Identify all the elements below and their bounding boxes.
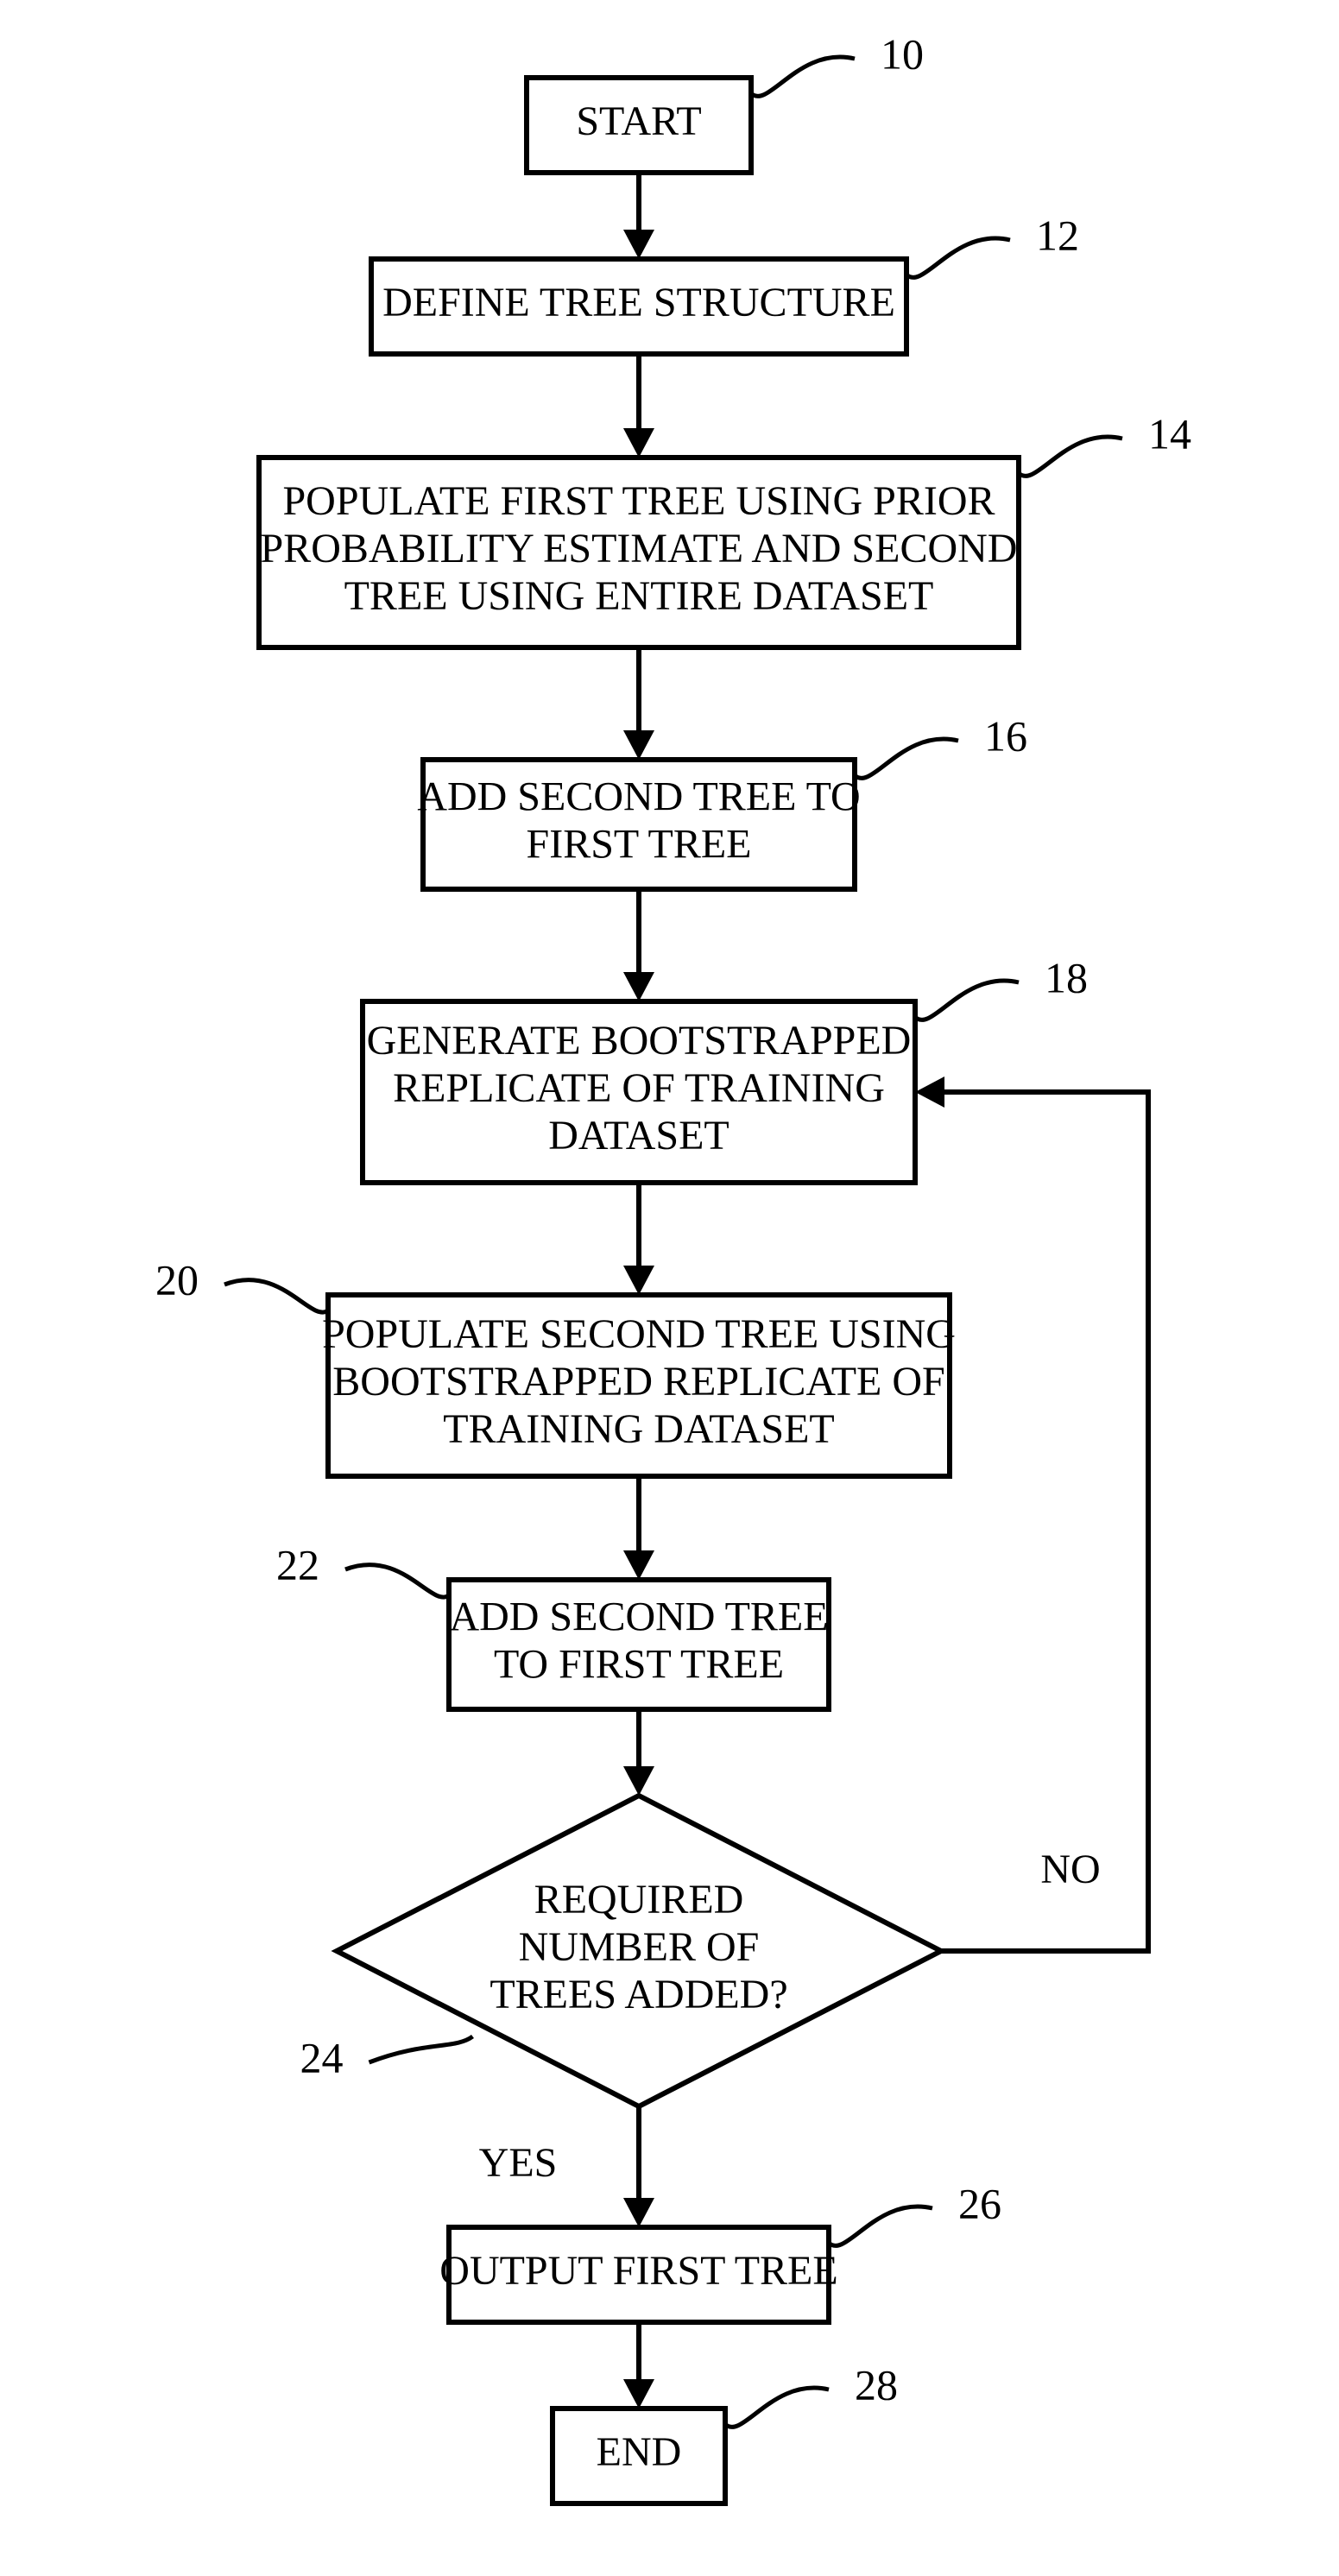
node-text: OUTPUT FIRST TREE [439,2248,837,2294]
flow-node-add2: ADD SECOND TREETO FIRST TREE [449,1580,829,1709]
node-text: DATASET [548,1113,729,1159]
flow-node-end: END [553,2409,725,2503]
node-text: REQUIRED [534,1877,744,1923]
ref-number: 16 [984,711,1027,760]
ref-number: 28 [855,2360,898,2409]
ref-number: 18 [1045,953,1088,1001]
node-text: PROBABILITY ESTIMATE AND SECOND [261,526,1018,571]
flow-node-genboot: GENERATE BOOTSTRAPPEDREPLICATE OF TRAINI… [363,1001,915,1183]
node-text: REPLICATE OF TRAINING [393,1065,885,1111]
edge-label: YES [479,2140,558,2186]
flow-node-popfirst: POPULATE FIRST TREE USING PRIORPROBABILI… [259,458,1019,647]
node-text: TO FIRST TREE [494,1642,784,1688]
ref-number: 14 [1148,409,1191,458]
node-text: TREE USING ENTIRE DATASET [344,573,934,619]
ref-number: 26 [958,2179,1001,2227]
ref-number: 24 [300,2033,344,2081]
node-text: POPULATE SECOND TREE USING [322,1311,956,1357]
flow-node-popsec: POPULATE SECOND TREE USINGBOOTSTRAPPED R… [322,1295,956,1476]
flow-node-add1: ADD SECOND TREE TOFIRST TREE [417,760,860,889]
ref-number: 20 [155,1255,199,1304]
edge-label: NO [1040,1847,1100,1892]
flow-node-decide: REQUIREDNUMBER OFTREES ADDED? [337,1796,941,2106]
node-text: END [597,2429,682,2475]
node-text: TREES ADDED? [489,1972,787,2017]
node-text: START [576,98,701,144]
node-text: ADD SECOND TREE [449,1594,828,1639]
flow-node-output: OUTPUT FIRST TREE [439,2227,837,2322]
ref-number: 22 [276,1540,319,1588]
node-text: ADD SECOND TREE TO [417,773,860,819]
node-text: POPULATE FIRST TREE USING PRIOR [282,478,995,524]
node-text: FIRST TREE [527,822,752,868]
node-text: TRAINING DATASET [443,1406,834,1452]
node-text: DEFINE TREE STRUCTURE [382,280,895,325]
ref-number: 12 [1036,211,1079,259]
node-text: BOOTSTRAPPED REPLICATE OF [332,1359,944,1405]
node-text: GENERATE BOOTSTRAPPED [367,1018,912,1064]
flow-node-define: DEFINE TREE STRUCTURE [371,259,906,354]
flow-node-start: START [527,78,751,173]
ref-number: 10 [881,29,924,78]
node-text: NUMBER OF [519,1924,760,1970]
